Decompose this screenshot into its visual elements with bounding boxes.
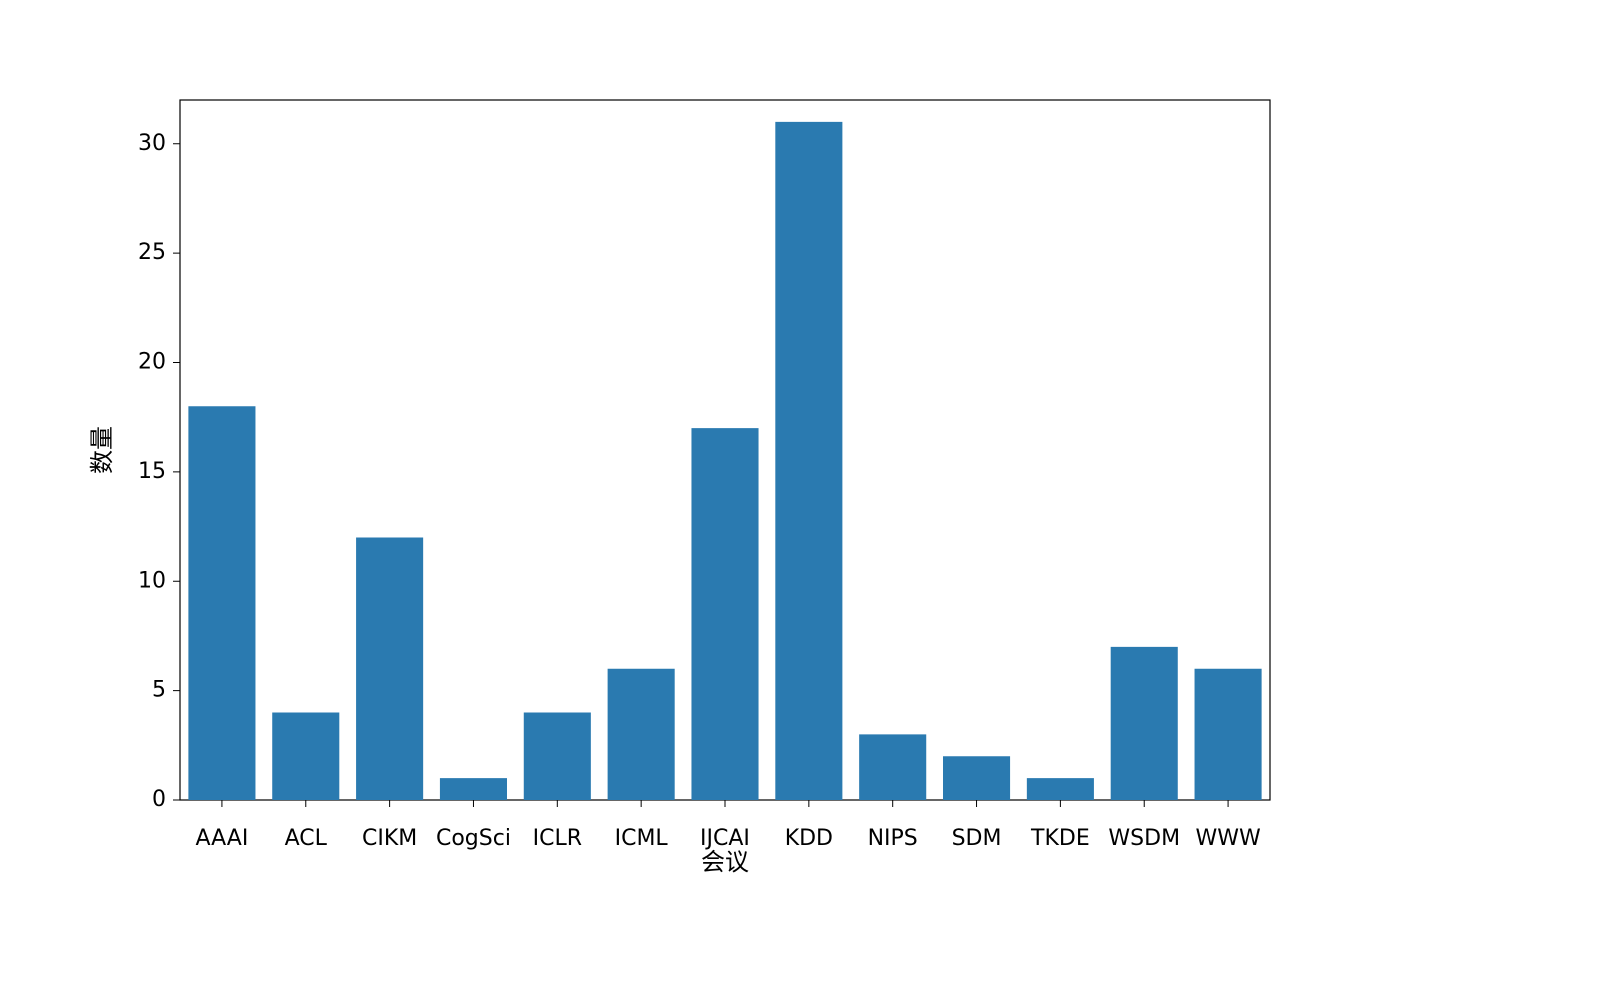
bar: [691, 428, 758, 800]
x-tick-label: CIKM: [362, 826, 417, 851]
bar: [1195, 669, 1262, 800]
y-tick-label: 20: [138, 350, 166, 375]
y-axis-label: 数量: [88, 426, 116, 474]
y-tick-label: 5: [152, 678, 166, 703]
bar: [943, 756, 1010, 800]
chart-svg: 051015202530AAAIACLCIKMCogSciICLRICMLIJC…: [0, 0, 1600, 1000]
bar-chart: 051015202530AAAIACLCIKMCogSciICLRICMLIJC…: [0, 0, 1600, 1000]
bar: [1027, 778, 1094, 800]
x-tick-label: WWW: [1195, 826, 1261, 851]
x-tick-label: KDD: [785, 826, 833, 851]
x-tick-label: ICML: [615, 826, 669, 851]
bar: [356, 538, 423, 801]
bar: [1111, 647, 1178, 800]
y-tick-label: 30: [138, 131, 166, 156]
x-tick-label: SDM: [952, 826, 1002, 851]
bar: [859, 734, 926, 800]
y-tick-label: 0: [152, 787, 166, 812]
x-tick-label: NIPS: [868, 826, 918, 851]
bar: [188, 406, 255, 800]
x-tick-label: WSDM: [1108, 826, 1180, 851]
x-tick-label: AAAI: [195, 826, 248, 851]
x-tick-label: TKDE: [1030, 826, 1090, 851]
x-tick-label: CogSci: [436, 826, 511, 851]
bar: [775, 122, 842, 800]
y-tick-label: 15: [138, 459, 166, 484]
bar: [440, 778, 507, 800]
bar: [272, 713, 339, 801]
y-tick-label: 25: [138, 240, 166, 265]
x-tick-label: ACL: [285, 826, 328, 851]
x-tick-label: ICLR: [533, 826, 582, 851]
bar: [524, 713, 591, 801]
bar: [608, 669, 675, 800]
y-tick-label: 10: [138, 568, 166, 593]
x-axis-label: 会议: [701, 848, 749, 876]
